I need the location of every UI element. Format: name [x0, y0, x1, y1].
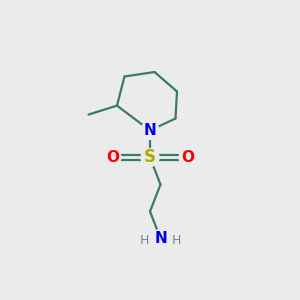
Text: N: N: [154, 231, 167, 246]
Circle shape: [152, 230, 169, 247]
Circle shape: [179, 149, 196, 166]
Circle shape: [141, 148, 159, 166]
Circle shape: [141, 122, 159, 140]
Text: S: S: [144, 148, 156, 166]
Circle shape: [104, 149, 121, 166]
Text: H: H: [171, 233, 181, 247]
Text: O: O: [106, 150, 119, 165]
Text: O: O: [181, 150, 194, 165]
Text: N: N: [144, 123, 156, 138]
Text: H: H: [140, 233, 150, 247]
